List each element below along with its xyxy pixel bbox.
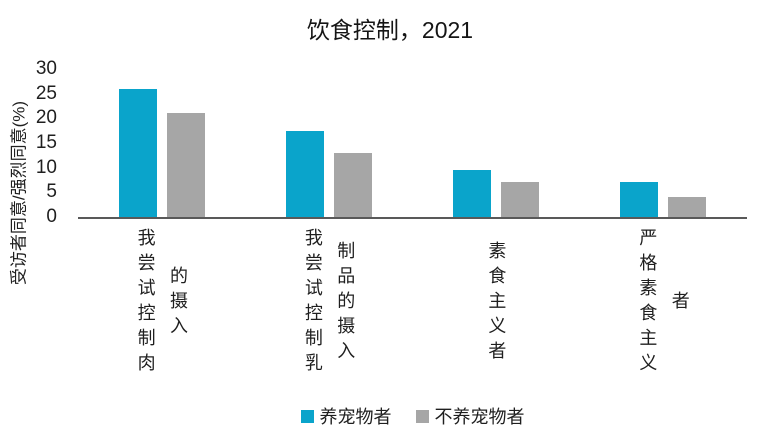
bar-养宠物者 [285,130,324,217]
legend-label: 不养宠物者 [434,407,525,427]
legend-item: 养宠物者 [300,403,392,429]
legend-swatch-icon [300,409,314,423]
plot-area [78,69,747,219]
bar-养宠物者 [453,170,492,217]
legend-label: 养宠物者 [319,407,392,427]
bar-group [453,69,540,217]
category-label: 我尝试控制乳制品的摄入 [302,228,356,378]
y-axis-tick-labels: 0 5 10 15 20 25 30 [0,58,57,227]
y-tick-label: 25 [35,82,57,104]
bar-group [118,69,205,217]
bar-不养宠物者 [668,197,707,217]
legend-swatch-icon [415,409,429,423]
bar-不养宠物者 [501,182,540,217]
bar-养宠物者 [118,88,157,217]
legend: 养宠物者 不养宠物者 [78,403,747,429]
y-tick-label: 10 [35,156,57,178]
y-tick-label: 15 [35,132,57,153]
category-label: 素食主义者 [486,240,507,366]
y-tick-label: 20 [35,107,57,129]
x-axis-category-labels: 我尝试控制肉的摄入 我尝试控制乳制品的摄入 素食主义者 严格素食主义者 [78,227,747,387]
bar-养宠物者 [620,182,659,217]
bar-不养宠物者 [333,152,372,217]
bar-group [620,69,707,217]
y-tick-label: 30 [35,58,57,79]
category-label: 我尝试控制肉的摄入 [135,228,189,378]
legend-item: 不养宠物者 [415,403,525,429]
y-tick-label: 5 [46,181,57,203]
bar-不养宠物者 [166,113,205,217]
y-tick-label: 0 [46,206,57,227]
bar-group [285,69,372,217]
chart-title: 饮食控制，2021 [306,17,474,43]
category-label: 严格素食主义者 [637,228,690,378]
